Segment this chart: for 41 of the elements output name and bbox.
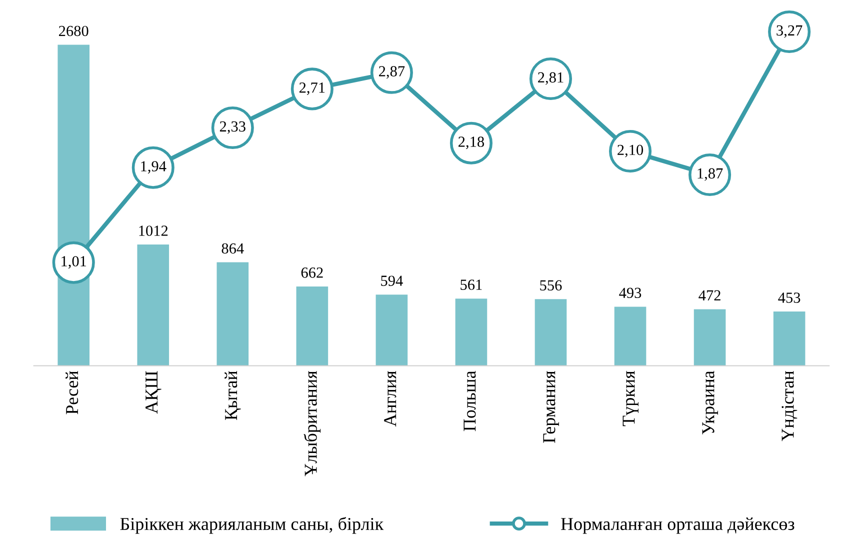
data-label: 556 bbox=[540, 280, 562, 291]
data-label: 2,71 bbox=[299, 82, 325, 95]
x-tick-label: Ұлыбритания bbox=[304, 370, 321, 476]
data-label: 662 bbox=[301, 268, 323, 278]
bar bbox=[296, 286, 328, 366]
data-label: 1,87 bbox=[698, 168, 723, 181]
data-label: 1012 bbox=[139, 226, 168, 236]
x-tick-label: Польша bbox=[464, 370, 476, 432]
data-label: 1,94 bbox=[141, 161, 166, 174]
data-label: 493 bbox=[619, 288, 642, 298]
x-tick-label: Түркия bbox=[622, 370, 638, 426]
bar bbox=[455, 298, 488, 366]
bar bbox=[694, 309, 726, 366]
data-label: 453 bbox=[778, 292, 800, 303]
legend-label: Біріккен жарияланым саны, бірлік bbox=[120, 516, 384, 534]
data-label: 2,87 bbox=[379, 66, 405, 79]
x-tick-label: Үндістан bbox=[782, 371, 798, 442]
bar bbox=[614, 306, 646, 366]
bar bbox=[137, 244, 170, 366]
legend-label: Нормаланған орташа дәйексөз bbox=[561, 518, 794, 534]
x-tick-label: Украина bbox=[702, 370, 718, 434]
bar bbox=[216, 262, 249, 366]
data-label: 2,10 bbox=[618, 144, 644, 158]
x-tick-label: Англия bbox=[384, 370, 396, 427]
data-label: 2,18 bbox=[458, 136, 484, 150]
data-label: 3,27 bbox=[776, 25, 802, 38]
data-label: 472 bbox=[698, 290, 720, 300]
data-label: 2680 bbox=[58, 26, 88, 36]
x-tick-label: АҚШ bbox=[146, 371, 162, 414]
data-label: 2,81 bbox=[538, 72, 564, 85]
data-label: 864 bbox=[222, 243, 244, 254]
bar bbox=[534, 299, 567, 366]
data-label: 561 bbox=[460, 280, 482, 290]
x-tick-label: Ресей bbox=[66, 371, 78, 414]
data-label: 1,01 bbox=[62, 256, 86, 269]
bar bbox=[773, 312, 806, 366]
data-label: 594 bbox=[381, 276, 403, 286]
x-tick-label: Қытай bbox=[224, 371, 241, 420]
bar bbox=[376, 294, 408, 366]
x-tick-label: Германия bbox=[543, 370, 559, 443]
data-label: 2,33 bbox=[220, 121, 246, 134]
